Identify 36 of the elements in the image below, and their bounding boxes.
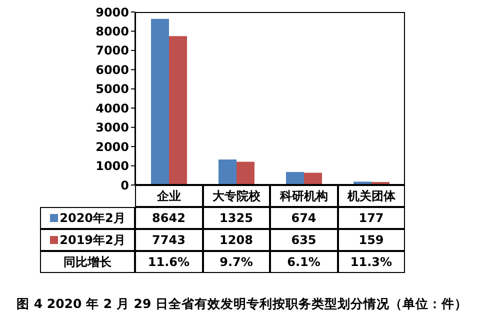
x-tick-label: 机关团体	[338, 185, 405, 207]
x-tick-label: 企业	[135, 185, 202, 207]
y-tick-label: 2000	[96, 140, 129, 154]
x-tick-label: 大专院校	[202, 185, 270, 207]
text: 9.7%	[202, 251, 270, 273]
data-label: 159	[338, 229, 405, 251]
y-tick-label: 9000	[96, 5, 129, 20]
y-tick-label: 0	[120, 178, 129, 192]
y-tick-label: 5000	[96, 82, 129, 96]
text: 图 4 2020 年 2 月 29 日全省有效发明专利按职务类型划分情况（单位：件）	[15, 296, 469, 313]
y-tick-label: 1000	[96, 159, 129, 174]
bar	[286, 172, 304, 185]
y-tick-label: 6000	[96, 62, 129, 77]
data-label: 1325	[202, 207, 270, 229]
bar	[151, 18, 169, 185]
y-tick-label: 8000	[96, 24, 129, 38]
data-label: 7743	[135, 229, 202, 251]
x-tick-label: 科研机构	[270, 185, 338, 207]
legend-label: 2020年2月	[58, 210, 126, 226]
bar	[169, 36, 187, 185]
bar	[236, 162, 254, 185]
text: 6.1%	[270, 251, 338, 273]
legend-label: 2019年2月	[58, 232, 126, 248]
text: 11.3%	[338, 251, 405, 273]
y-tick-label: 4000	[96, 101, 129, 116]
bar	[304, 172, 322, 185]
text: 同比增长	[40, 251, 135, 273]
bar	[218, 160, 236, 185]
y-tick-label: 3000	[96, 120, 129, 135]
y-tick-label: 7000	[96, 44, 129, 58]
data-label: 674	[270, 207, 338, 229]
data-label: 177	[338, 207, 405, 229]
data-label: 8642	[135, 207, 202, 229]
text: 11.6%	[135, 251, 202, 273]
data-label: 1208	[202, 229, 270, 251]
data-label: 635	[270, 229, 338, 251]
